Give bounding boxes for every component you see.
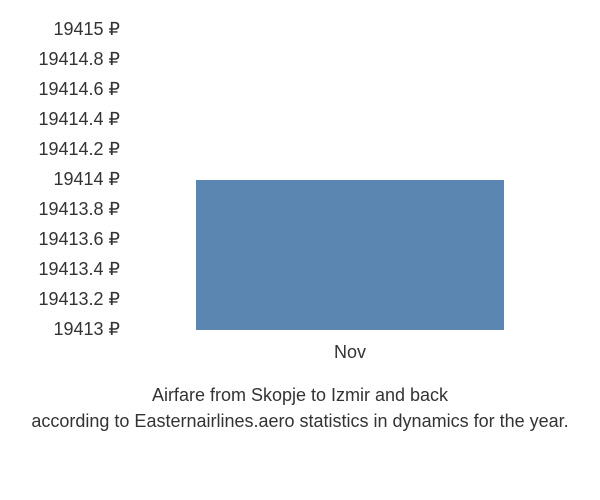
y-tick-label: 19414.6 ₽ [38, 79, 120, 100]
y-tick-label: 19415 ₽ [53, 19, 120, 40]
y-tick-label: 19414 ₽ [53, 169, 120, 190]
caption-line-2: according to Easternairlines.aero statis… [0, 411, 600, 432]
y-tick-label: 19414.2 ₽ [38, 139, 120, 160]
y-tick-label: 19413.8 ₽ [38, 199, 120, 220]
y-tick-label: 19413.6 ₽ [38, 229, 120, 250]
y-tick-label: 19414.4 ₽ [38, 109, 120, 130]
y-tick-label: 19413.4 ₽ [38, 259, 120, 280]
y-tick-label: 19414.8 ₽ [38, 49, 120, 70]
y-tick-label: 19413.2 ₽ [38, 289, 120, 310]
airfare-chart: 19413 ₽ 19413.2 ₽ 19413.4 ₽ 19413.6 ₽ 19413.… [0, 0, 600, 500]
y-tick-label: 19413 ₽ [53, 319, 120, 340]
caption-line-1: Airfare from Skopje to Izmir and back [0, 385, 600, 406]
x-tick-label: Nov [130, 342, 570, 363]
bar [196, 180, 504, 330]
